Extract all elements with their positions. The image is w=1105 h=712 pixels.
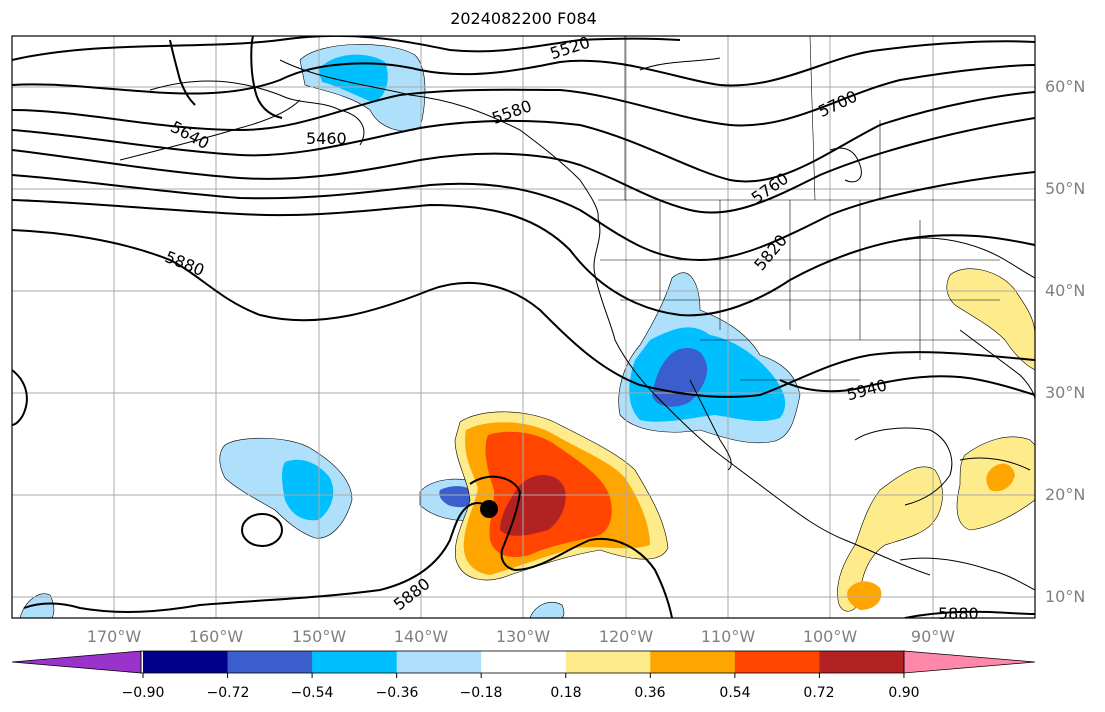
colorbar-segment — [819, 651, 905, 673]
lat-label: 10°N — [1045, 587, 1086, 606]
lon-label: 150°W — [291, 627, 347, 646]
lat-label: 60°N — [1045, 77, 1086, 96]
colorbar-tick-label: 0.90 — [888, 685, 920, 701]
weather-map: 5520 5580 5640 5460 5700 5760 5820 5880 … — [11, 33, 1036, 623]
colorbar-segment — [734, 651, 820, 673]
anomaly-orange — [847, 581, 882, 610]
colorbar — [11, 650, 1036, 678]
lon-label: 120°W — [598, 627, 654, 646]
anomaly-light-blue — [19, 593, 55, 618]
anomaly-light-yellow — [837, 466, 943, 612]
lat-label: 50°N — [1045, 179, 1086, 198]
colorbar-extend-low — [11, 650, 142, 674]
anomaly-light-yellow — [946, 268, 1035, 371]
colorbar-segment — [565, 651, 651, 673]
state-borders — [598, 36, 1035, 381]
lat-label: 40°N — [1045, 281, 1086, 300]
lon-label: 140°W — [393, 627, 449, 646]
lon-label: 160°W — [188, 627, 244, 646]
lon-label: 100°W — [802, 627, 858, 646]
colorbar-tick-label: 0.36 — [634, 685, 666, 701]
colorbar-segment — [481, 651, 567, 673]
anomaly-dark-red — [500, 474, 566, 536]
colorbar-segment — [396, 651, 482, 673]
map-frame — [11, 35, 1036, 619]
colorbar-tick-label: −0.18 — [459, 685, 503, 701]
colorbar-extend-high — [903, 650, 1036, 674]
anomaly-sky-blue — [281, 459, 334, 521]
colorbar-tick-label: −0.54 — [290, 685, 334, 701]
colorbar-tick-label: 0.54 — [719, 685, 751, 701]
anomaly-sky-blue — [318, 54, 388, 102]
lat-label: 20°N — [1045, 485, 1086, 504]
anomaly-orange — [986, 463, 1015, 492]
contour-label: 5460 — [306, 129, 347, 148]
colorbar-tick-label: 0.18 — [550, 685, 582, 701]
colorbar-tick-label: −0.36 — [375, 685, 419, 701]
storm-center-marker — [480, 500, 498, 518]
colorbar-tick-label: −0.90 — [121, 685, 165, 701]
graticule — [12, 36, 1035, 618]
colorbar-segment — [312, 651, 398, 673]
height-contours — [12, 36, 1035, 618]
lon-label: 130°W — [495, 627, 551, 646]
anomaly-light-blue — [529, 601, 565, 618]
colorbar-tick-label: −0.72 — [206, 685, 250, 701]
colorbar-frame — [140, 650, 905, 674]
contour-label: 5880 — [938, 604, 979, 623]
colorbar-segment — [227, 651, 313, 673]
colorbar-segment — [650, 651, 736, 673]
lon-label: 170°W — [86, 627, 142, 646]
anomaly-royal-blue — [652, 348, 708, 407]
lon-label: 110°W — [700, 627, 756, 646]
colorbar-tick-label: 0.72 — [803, 685, 835, 701]
lat-label: 30°N — [1045, 383, 1086, 402]
colorbar-segment — [143, 651, 229, 673]
map-title: 2024082200 F084 — [450, 9, 597, 28]
lon-label: 90°W — [910, 627, 956, 646]
